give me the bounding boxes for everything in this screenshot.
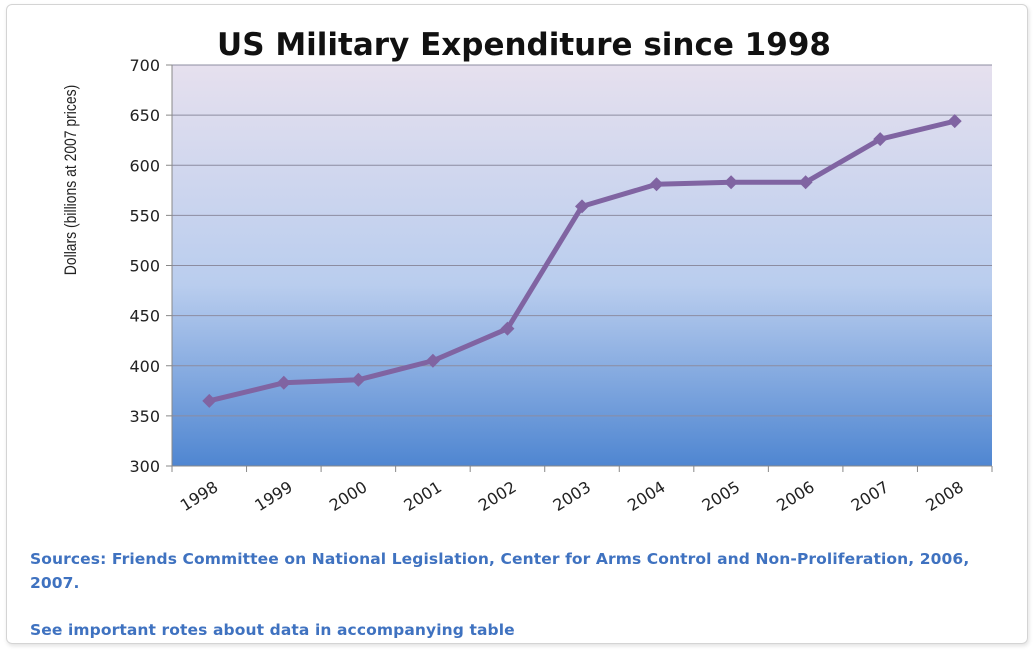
y-tick-label: 650: [129, 106, 160, 125]
y-tick-label: 400: [129, 357, 160, 376]
y-tick-label: 450: [129, 307, 160, 326]
chart-frame: [6, 4, 1028, 644]
y-tick-label: 350: [129, 407, 160, 426]
data-point-marker: [947, 114, 962, 129]
data-point-marker: [649, 177, 664, 192]
sources-note: Sources: Friends Committee on National L…: [30, 550, 970, 592]
y-tick-label: 300: [129, 457, 160, 476]
data-point-marker: [425, 353, 440, 368]
y-tick-label: 500: [129, 257, 160, 276]
data-point-marker: [724, 175, 739, 190]
y-tick-label: 550: [129, 206, 160, 225]
x-tick-label: 2007: [848, 477, 893, 515]
x-tick-label: 2000: [326, 477, 371, 515]
x-tick-label: 2008: [922, 477, 967, 515]
x-tick-label: 2002: [475, 477, 520, 515]
data-point-marker: [351, 372, 366, 387]
data-point-marker: [873, 132, 888, 147]
y-tick-label: 700: [129, 56, 160, 75]
data-notes-remark: See important rotes about data in accomp…: [30, 621, 515, 639]
x-tick-label: 2004: [624, 477, 669, 515]
x-tick-label: 2006: [773, 477, 818, 515]
x-tick-label: 2001: [400, 477, 445, 515]
x-tick-label: 2003: [550, 477, 595, 515]
x-tick-label: 1999: [251, 477, 296, 515]
data-point-marker: [500, 321, 515, 336]
x-tick-label: 1998: [177, 477, 222, 515]
data-point-marker: [202, 393, 217, 408]
data-point-marker: [276, 375, 291, 390]
chart-title: US Military Expenditure since 1998: [217, 27, 831, 63]
data-point-marker: [798, 175, 813, 190]
data-point-marker: [575, 199, 589, 214]
y-tick-label: 600: [129, 156, 160, 175]
y-axis-label: Dollars (billions at 2007 prices): [62, 85, 81, 275]
x-tick-label: 2005: [699, 477, 744, 515]
